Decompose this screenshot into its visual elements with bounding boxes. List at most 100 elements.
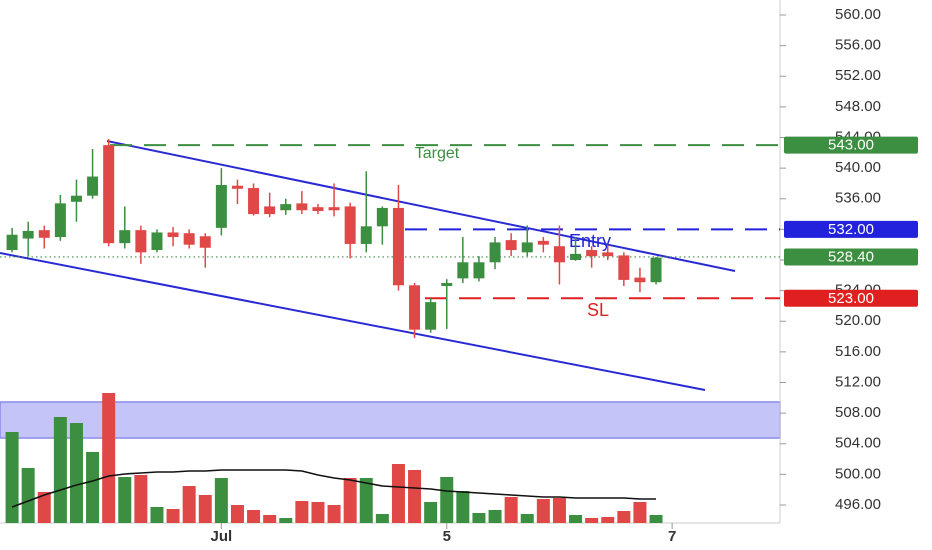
- y-tick-label: 540.00: [835, 159, 881, 176]
- y-tick-label: 500.00: [835, 465, 881, 482]
- y-tick-label: 516.00: [835, 343, 881, 360]
- candle-body: [344, 206, 356, 244]
- volume-bar: [182, 486, 196, 523]
- volume-bar: [21, 468, 35, 523]
- volume-bar: [295, 501, 309, 523]
- volume-bar: [343, 478, 357, 523]
- price-tag: [784, 289, 918, 307]
- price-tag: [784, 248, 918, 266]
- x-tick-label: Jul: [211, 528, 233, 545]
- candle-body: [119, 230, 131, 244]
- volume-bar: [633, 502, 647, 523]
- candle-body: [360, 226, 372, 244]
- channel-lower: [0, 252, 706, 391]
- candle-body: [167, 232, 179, 238]
- candle-body: [634, 277, 646, 283]
- price-tag: [784, 136, 918, 154]
- candle-body: [22, 230, 34, 239]
- candle-body: [570, 253, 582, 261]
- price-tag-label: 532.00: [828, 221, 874, 238]
- volume-bar: [247, 510, 261, 523]
- candle-body: [409, 285, 421, 330]
- volume-ma-line: [11, 469, 656, 508]
- volume-bar: [37, 492, 51, 523]
- candle-body: [537, 240, 549, 245]
- candle-body: [280, 204, 292, 211]
- volume-bar: [472, 513, 486, 523]
- volume-bar: [617, 511, 631, 523]
- volume-bar: [86, 452, 100, 523]
- volume-bar: [214, 478, 228, 523]
- volume-bar: [488, 510, 502, 523]
- volume-bar: [327, 505, 341, 523]
- candle-body: [103, 145, 115, 244]
- candle-body: [376, 207, 388, 227]
- volume-bar: [520, 514, 534, 523]
- y-tick-label: 548.00: [835, 98, 881, 115]
- candle-body: [215, 184, 227, 228]
- volume-bar: [585, 518, 599, 523]
- y-tick-label: 552.00: [835, 67, 881, 84]
- candle-body: [489, 242, 501, 263]
- volume-bar: [118, 477, 132, 523]
- volume-bar: [150, 507, 164, 523]
- price-tag-label: 543.00: [828, 137, 874, 154]
- level-label: Entry: [569, 231, 611, 251]
- candle-body: [553, 246, 565, 263]
- x-tick-label: 5: [443, 528, 451, 545]
- candle-body: [87, 176, 99, 196]
- volume-bar: [102, 393, 116, 523]
- price-tag-label: 523.00: [828, 290, 874, 307]
- volume-bar: [359, 478, 373, 523]
- candle-body: [586, 250, 598, 257]
- price-tag: [784, 220, 918, 238]
- candle-body: [392, 207, 404, 286]
- y-tick-label: 520.00: [835, 312, 881, 329]
- price-tag-label: 528.40: [828, 248, 874, 265]
- y-tick-label: 496.00: [835, 496, 881, 513]
- x-tick-label: 7: [668, 528, 676, 545]
- volume-bar: [311, 502, 325, 523]
- y-tick-label: 504.00: [835, 435, 881, 452]
- highlight-zone: [0, 401, 781, 439]
- volume-bar: [53, 417, 67, 523]
- candle-body: [425, 302, 437, 330]
- candle-body: [328, 207, 340, 211]
- level-label: SL: [587, 300, 609, 320]
- candle-body: [457, 262, 469, 279]
- volume-bar: [134, 475, 148, 523]
- volume-bar: [536, 499, 550, 523]
- candle-body: [296, 203, 308, 211]
- volume-bar: [649, 515, 663, 523]
- volume-bar: [263, 515, 277, 523]
- volume-bar: [569, 515, 583, 523]
- volume-bar: [69, 423, 83, 523]
- level-label: Target: [415, 145, 460, 162]
- candle-body: [54, 203, 66, 238]
- y-tick-label: 512.00: [835, 373, 881, 390]
- candle-body: [650, 257, 662, 283]
- volume-bar: [391, 464, 405, 523]
- volume-bar: [375, 514, 389, 523]
- volume-bar: [440, 477, 454, 523]
- candle-body: [312, 207, 324, 212]
- candle-body: [521, 242, 533, 253]
- y-tick-label: 508.00: [835, 404, 881, 421]
- candle-body: [6, 234, 18, 251]
- candle-body: [199, 236, 211, 248]
- candle-body: [38, 230, 50, 238]
- candle-body: [473, 262, 485, 279]
- candle-body: [183, 233, 195, 245]
- volume-bar: [601, 517, 615, 523]
- candle-body: [618, 255, 630, 280]
- candle-body: [248, 188, 260, 215]
- y-tick-label: 560.00: [835, 6, 881, 23]
- volume-bar: [166, 509, 180, 523]
- candle-body: [135, 230, 147, 253]
- volume-bar: [230, 505, 244, 523]
- candle-body: [602, 252, 614, 257]
- candle-body: [264, 206, 276, 215]
- candle-body: [151, 232, 163, 251]
- volume-bar: [408, 470, 422, 523]
